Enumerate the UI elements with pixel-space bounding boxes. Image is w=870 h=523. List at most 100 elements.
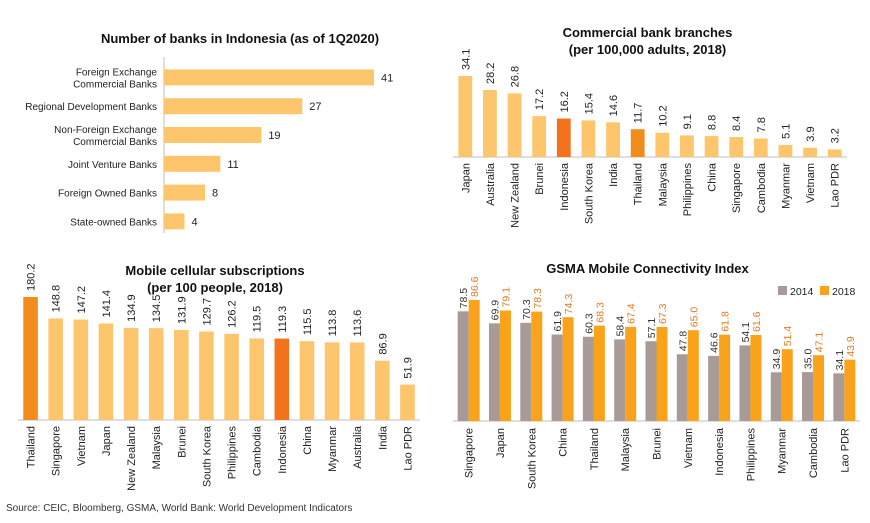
bar-2018-7 bbox=[688, 330, 699, 421]
bar-japan bbox=[99, 323, 114, 420]
category-label-13: Australia bbox=[352, 425, 364, 469]
banks-chart: 41Foreign ExchangeCommercial Banks27Regi… bbox=[0, 0, 430, 255]
bar-cambodia bbox=[249, 338, 264, 420]
bar-australia bbox=[350, 342, 365, 420]
data-label-13: 5.1 bbox=[780, 124, 792, 139]
category-label-3: China bbox=[558, 427, 570, 457]
category-label-4-0: Foreign Owned Banks bbox=[58, 189, 157, 200]
data-label-8: 10.2 bbox=[657, 105, 669, 126]
category-label-0: Thailand bbox=[26, 426, 38, 468]
bar-indonesia bbox=[275, 339, 290, 420]
category-label-1: Japan bbox=[495, 428, 507, 458]
data-label-7: 129.7 bbox=[201, 298, 213, 326]
category-label-8: Indonesia bbox=[714, 427, 726, 476]
data-label-4: 8 bbox=[212, 188, 218, 200]
legend-label-2014: 2014 bbox=[790, 286, 814, 298]
legend-swatch-2018 bbox=[820, 286, 829, 295]
data-label-5: 15.4 bbox=[583, 93, 595, 114]
category-label-10: Myanmar bbox=[777, 428, 789, 474]
data-label-4: 134.9 bbox=[126, 294, 138, 322]
data-label-9: 9.1 bbox=[682, 114, 694, 129]
bar-2014-0 bbox=[458, 311, 469, 421]
category-label-1-0: Regional Development Banks bbox=[25, 102, 157, 113]
bar-singapore bbox=[48, 318, 63, 420]
bar-malaysia bbox=[149, 328, 164, 420]
bar-new-zealand bbox=[124, 328, 139, 420]
data-label-2018-10: 51.4 bbox=[782, 326, 794, 347]
bar-2018-11 bbox=[813, 355, 824, 421]
bar-2018-9 bbox=[750, 335, 761, 421]
category-label-9: Cambodia bbox=[252, 425, 264, 476]
category-label-0: Japan bbox=[460, 163, 472, 193]
data-label-12: 7.8 bbox=[756, 117, 768, 132]
category-label-10: Indonesia bbox=[277, 425, 289, 474]
bar-2014-2 bbox=[520, 323, 531, 421]
bar-2014-6 bbox=[646, 341, 657, 421]
category-label-11: Cambodia bbox=[808, 427, 820, 478]
data-label-2018-7: 65.0 bbox=[688, 307, 700, 328]
category-label-11: China bbox=[302, 425, 314, 455]
category-label-0: Singapore bbox=[464, 428, 476, 478]
data-label-2: 19 bbox=[268, 130, 280, 142]
bar-india bbox=[375, 361, 390, 420]
banks-chart-panel: Number of banks in Indonesia (as of 1Q20… bbox=[0, 0, 430, 255]
category-label-5-0: State-owned Banks bbox=[70, 217, 157, 228]
data-label-15: 3.2 bbox=[830, 128, 842, 143]
category-label-10: China bbox=[707, 162, 719, 192]
bar-philippines bbox=[680, 135, 694, 157]
category-label-9: Philippines bbox=[745, 428, 757, 482]
bar-2014-1 bbox=[489, 323, 500, 421]
data-label-1: 28.2 bbox=[485, 63, 497, 84]
category-label-11: Singapore bbox=[731, 163, 743, 213]
bar-2014-3 bbox=[552, 335, 563, 421]
branches-chart-panel: Commercial bank branches (per 100,000 ad… bbox=[435, 0, 870, 255]
data-label-2018-0: 86.6 bbox=[469, 276, 481, 297]
data-label-2: 147.2 bbox=[76, 286, 88, 314]
category-label-5: Malaysia bbox=[620, 427, 632, 471]
data-label-3: 17.2 bbox=[534, 89, 546, 110]
bar-2018-6 bbox=[657, 327, 668, 421]
data-label-2018-8: 61.8 bbox=[720, 311, 732, 332]
bar-lao-pdr bbox=[828, 149, 842, 157]
data-label-2: 26.8 bbox=[510, 66, 522, 87]
category-label-1: Singapore bbox=[51, 426, 63, 476]
data-label-2014-8: 46.6 bbox=[709, 332, 721, 353]
data-label-11: 8.4 bbox=[731, 116, 743, 131]
bar-japan bbox=[458, 76, 472, 157]
bar-thailand bbox=[23, 297, 38, 420]
category-label-14: India bbox=[377, 425, 389, 450]
bar-2018-8 bbox=[719, 335, 730, 421]
bar-south-korea bbox=[199, 331, 214, 420]
mobile-chart-panel: Mobile cellular subscriptions (per 100 p… bbox=[0, 258, 430, 503]
category-label-9: Philippines bbox=[682, 163, 694, 217]
bar-2014-10 bbox=[771, 372, 782, 421]
bar-2014-11 bbox=[802, 372, 813, 421]
data-label-5: 4 bbox=[191, 216, 197, 228]
category-label-13: Myanmar bbox=[780, 163, 792, 209]
data-label-2018-1: 79.1 bbox=[500, 287, 512, 308]
bar-2018-2 bbox=[531, 312, 542, 421]
bar-2018-10 bbox=[782, 349, 793, 421]
data-label-14: 3.9 bbox=[805, 126, 817, 141]
gsma-chart: 78.586.6 Singapore 69.979.1 Japan 70.378.3 So… bbox=[435, 258, 870, 503]
bar-vietnam bbox=[74, 320, 89, 420]
data-label-7: 11.7 bbox=[633, 103, 645, 124]
category-label-2: Vietnam bbox=[76, 426, 88, 466]
branches-chart: 34.1Japan28.2Australia26.8New Zealand17.… bbox=[435, 0, 870, 255]
category-label-3: Japan bbox=[101, 426, 113, 456]
bar-singapore bbox=[729, 137, 743, 157]
category-label-7: South Korea bbox=[201, 425, 213, 487]
data-label-2018-6: 67.3 bbox=[657, 303, 669, 324]
bar-0 bbox=[164, 69, 374, 85]
category-label-6: Brunei bbox=[652, 428, 664, 460]
category-label-2: New Zealand bbox=[510, 163, 522, 228]
bar-3 bbox=[164, 156, 220, 172]
bar-china bbox=[705, 136, 719, 157]
mobile-chart: 180.2 Thailand 148.8 Singapore 147.2 Vietnam 1… bbox=[0, 258, 430, 503]
data-label-2018-11: 47.1 bbox=[814, 332, 826, 353]
data-label-6: 14.6 bbox=[608, 95, 620, 116]
source-note: Source: CEIC, Bloomberg, GSMA, World Ban… bbox=[6, 503, 352, 514]
category-label-2: South Korea bbox=[526, 427, 538, 489]
data-label-14: 86.9 bbox=[377, 333, 389, 354]
category-label-15: Lao PDR bbox=[402, 426, 414, 471]
